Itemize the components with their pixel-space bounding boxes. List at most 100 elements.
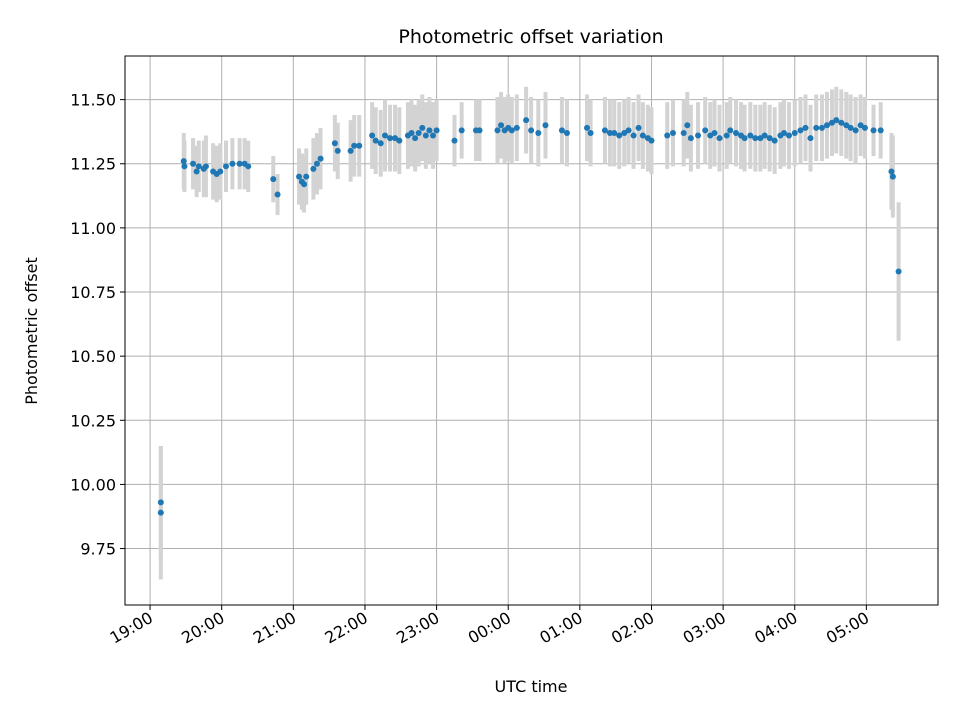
data-point [351, 142, 358, 149]
data-point [797, 127, 804, 134]
data-point [761, 132, 768, 139]
data-point [430, 132, 437, 139]
data-point [181, 163, 188, 170]
data-point [606, 129, 613, 136]
data-point [377, 140, 384, 147]
data-point-layer [157, 117, 902, 516]
data-point [802, 124, 809, 131]
y-tick-label: 10.25 [70, 411, 116, 430]
data-point [889, 173, 896, 180]
data-point [727, 127, 734, 134]
data-point [807, 135, 814, 142]
data-point [180, 158, 187, 165]
data-point [847, 124, 854, 131]
data-point [877, 127, 884, 134]
data-point [422, 132, 429, 139]
data-point [711, 129, 718, 136]
y-axis-label: Photometric offset [22, 257, 41, 405]
data-point [317, 155, 324, 162]
data-point [356, 142, 363, 149]
data-point [752, 135, 759, 142]
data-point [702, 127, 709, 134]
data-point [369, 132, 376, 139]
data-point [451, 137, 458, 144]
y-tick-label: 10.75 [70, 283, 116, 302]
data-point [412, 135, 419, 142]
data-point [236, 160, 243, 167]
data-point [542, 122, 549, 129]
data-point [616, 132, 623, 139]
data-point [723, 132, 730, 139]
data-point [217, 168, 224, 175]
y-tick-label: 11.25 [70, 155, 116, 174]
data-point [372, 137, 379, 144]
data-point [528, 127, 535, 134]
data-point [838, 119, 845, 126]
data-point [157, 509, 164, 516]
data-point [861, 124, 868, 131]
data-point [513, 124, 520, 131]
data-point [780, 129, 787, 136]
data-point [895, 268, 902, 275]
data-point [301, 181, 308, 188]
data-point [396, 137, 403, 144]
data-point [508, 127, 515, 134]
data-point [313, 160, 320, 167]
data-point [303, 173, 310, 180]
data-point [347, 147, 354, 154]
data-point [458, 127, 465, 134]
data-point [733, 129, 740, 136]
data-point [476, 127, 483, 134]
data-point [498, 122, 505, 129]
data-point [535, 129, 542, 136]
data-point [786, 132, 793, 139]
data-point [587, 129, 594, 136]
data-point [766, 135, 773, 142]
data-point [680, 129, 687, 136]
data-point [687, 135, 694, 142]
data-point [558, 127, 565, 134]
data-point [888, 168, 895, 175]
data-point [625, 127, 632, 134]
data-point [419, 124, 426, 131]
data-point [791, 129, 798, 136]
y-tick-label: 11.00 [70, 219, 116, 238]
data-point [331, 140, 338, 147]
data-point [771, 137, 778, 144]
data-point [382, 132, 389, 139]
data-point [684, 122, 691, 129]
data-point [639, 132, 646, 139]
data-point [635, 124, 642, 131]
y-tick-label: 9.75 [80, 540, 116, 559]
data-point [408, 129, 415, 136]
data-point [334, 147, 341, 154]
data-point [157, 499, 164, 506]
data-point [190, 160, 197, 167]
y-tick-label: 11.50 [70, 91, 116, 110]
data-point [245, 163, 252, 170]
data-point [747, 132, 754, 139]
data-point [818, 124, 825, 131]
data-point [648, 137, 655, 144]
data-point [222, 163, 229, 170]
data-point [601, 127, 608, 134]
data-point [716, 135, 723, 142]
data-point [229, 160, 236, 167]
x-axis-label: UTC time [495, 677, 568, 696]
data-point [195, 163, 202, 170]
data-point [852, 127, 859, 134]
data-point [415, 129, 422, 136]
data-point [611, 129, 618, 136]
data-point [202, 163, 209, 170]
data-point [494, 127, 501, 134]
data-point [433, 127, 440, 134]
data-point [296, 173, 303, 180]
data-point [669, 129, 676, 136]
data-point [813, 124, 820, 131]
data-point [664, 132, 671, 139]
y-tick-label: 10.00 [70, 475, 116, 494]
data-point [695, 132, 702, 139]
data-point [741, 135, 748, 142]
